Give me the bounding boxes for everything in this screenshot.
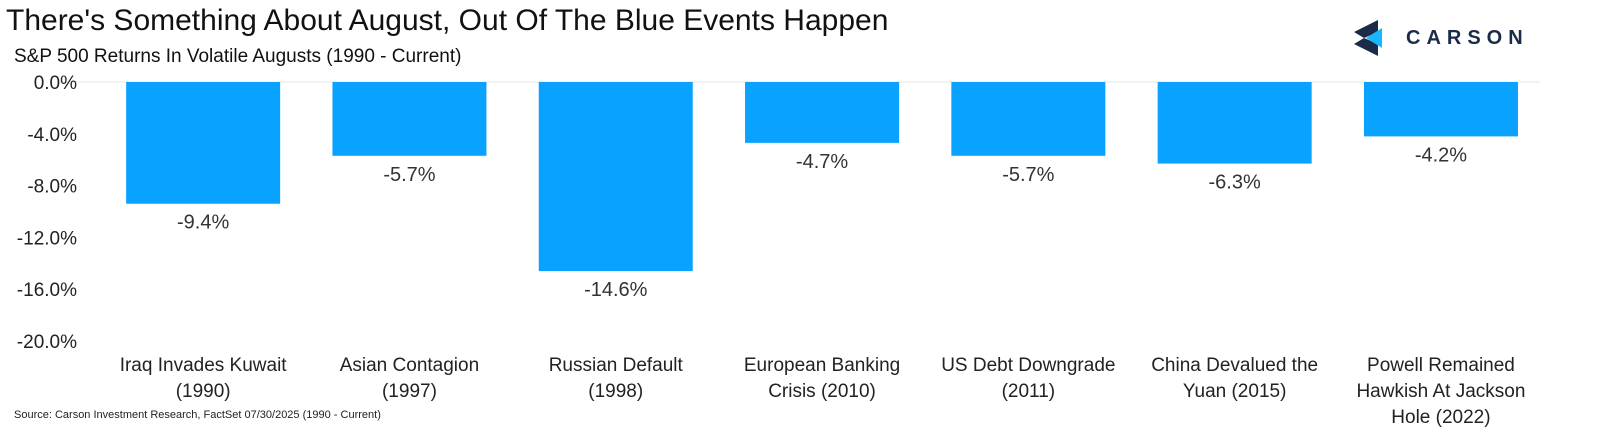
data-label: -4.7%: [796, 151, 848, 173]
bar: [332, 82, 487, 156]
bar: [126, 82, 281, 204]
bar: [745, 82, 900, 143]
x-category-label: Powell Remained Hawkish At Jackson Hole (2…: [1356, 355, 1525, 428]
bars-group: [126, 82, 1518, 272]
data-label: -5.7%: [1002, 164, 1054, 186]
y-tick-label: -16.0%: [17, 280, 77, 301]
x-category-label: US Debt Downgrade (2011): [941, 355, 1115, 402]
bar: [1157, 82, 1312, 164]
x-category-label: China Devalued the Yuan (2015): [1151, 355, 1318, 402]
data-label: -9.4%: [177, 212, 229, 234]
data-label: -6.3%: [1209, 172, 1261, 194]
category-labels-group: Iraq Invades Kuwait (1990) Asian Contagion…: [120, 355, 1526, 428]
data-labels-group: -9.4% -5.7% -14.6% -4.7% -5.7% -6.3% -4.2%: [177, 144, 1467, 301]
carson-logo-icon: [1354, 20, 1382, 56]
y-tick-label: -4.0%: [27, 125, 77, 146]
y-tick-label: 0.0%: [34, 73, 77, 94]
carson-logo: CARSON: [1352, 18, 1552, 58]
bar: [951, 82, 1106, 156]
y-tick-label: -20.0%: [17, 332, 77, 353]
y-axis: 0.0% -4.0% -8.0% -12.0% -16.0% -20.0%: [17, 73, 77, 353]
source-note: Source: Carson Investment Research, Fact…: [14, 409, 381, 421]
data-label: -5.7%: [383, 164, 435, 186]
chart-subtitle: S&P 500 Returns In Volatile Augusts (199…: [14, 46, 462, 67]
chart-title: There's Something About August, Out Of T…: [6, 4, 889, 37]
carson-logo-text: CARSON: [1406, 27, 1529, 49]
x-category-label: Asian Contagion (1997): [340, 355, 479, 402]
y-tick-label: -8.0%: [27, 177, 77, 198]
x-category-label: Iraq Invades Kuwait (1990): [120, 355, 288, 402]
x-category-label: European Banking Crisis (2010): [744, 355, 900, 402]
bar: [1363, 82, 1518, 137]
x-category-label: Russian Default (1998): [549, 355, 684, 402]
data-label: -4.2%: [1415, 144, 1467, 166]
bar: [538, 82, 693, 272]
data-label: -14.6%: [584, 279, 648, 301]
y-tick-label: -12.0%: [17, 228, 77, 249]
